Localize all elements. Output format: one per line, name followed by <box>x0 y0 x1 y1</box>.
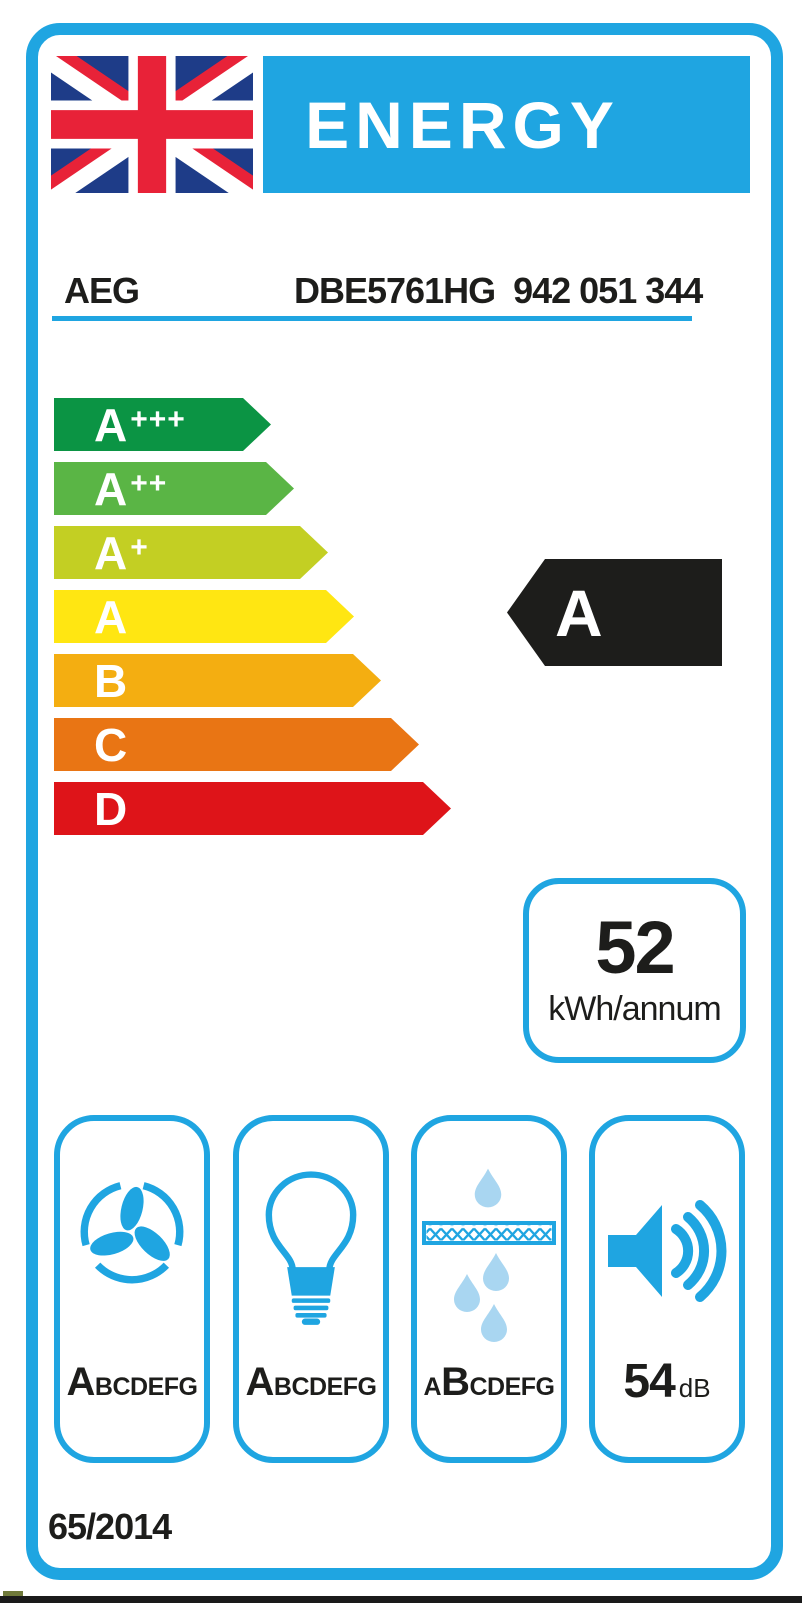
rating-arrow-C: C <box>54 718 419 771</box>
filter-drops-icon <box>422 1168 556 1342</box>
uk-flag-icon <box>51 56 253 193</box>
rating-suffix: ++ <box>130 466 168 500</box>
noise-level: 54 dB <box>595 1354 739 1409</box>
energy-consumption-unit: kWh/annum <box>548 990 721 1029</box>
metric-box-grease-filtering: A B CDEFG <box>411 1115 567 1463</box>
speaker-icon <box>608 1200 727 1302</box>
energy-consumption-value: 52 <box>595 906 675 990</box>
model-number: DBE5761HG 942 051 344 <box>294 270 703 311</box>
rating-arrow-A+: A + <box>54 526 328 579</box>
energy-consumption-box: 52 kWh/annum <box>523 878 746 1063</box>
rating-letter: B <box>94 654 128 707</box>
class-suffix: BCDEFG <box>273 1373 377 1401</box>
bulb-icon <box>265 1171 357 1325</box>
rating-letter: A <box>94 462 128 515</box>
rating-arrow-A: A <box>54 590 354 643</box>
rating-suffix: + <box>130 530 149 564</box>
energy-header-bar: ENERGY <box>263 56 750 193</box>
class-suffix: CDEFG <box>469 1373 555 1401</box>
rating-arrow-A++: A ++ <box>54 462 294 515</box>
selected-rating-letter: A <box>555 575 603 650</box>
scan-artifact <box>3 1591 23 1596</box>
class-suffix: BCDEFG <box>94 1373 198 1401</box>
class-big-letter: A <box>66 1360 96 1404</box>
metric-box-fan-efficiency: A BCDEFG <box>54 1115 210 1463</box>
class-big-letter: A <box>245 1360 275 1404</box>
fan-efficiency-class: A BCDEFG <box>60 1360 204 1405</box>
rating-suffix: +++ <box>130 402 186 436</box>
lighting-efficiency-class: A BCDEFG <box>239 1360 383 1405</box>
brand-name: AEG <box>64 270 140 311</box>
metric-box-lighting-efficiency: A BCDEFG <box>233 1115 389 1463</box>
rating-scale: A +++ A ++ A + A B C D <box>54 398 474 836</box>
rating-letter: A <box>94 398 128 451</box>
fan-icon <box>80 1182 184 1284</box>
rating-arrow-A+++: A +++ <box>54 398 271 451</box>
rating-letter: A <box>94 526 128 579</box>
rating-letter: A <box>94 590 128 643</box>
class-big-letter: B <box>441 1360 470 1404</box>
noise-value: 54 <box>623 1355 675 1408</box>
header-divider <box>52 316 692 321</box>
rating-letter: D <box>94 782 128 835</box>
metric-box-noise: 54 dB <box>589 1115 745 1463</box>
selected-rating-arrow: A <box>507 559 722 666</box>
energy-title: ENERGY <box>305 87 620 162</box>
grease-filtering-class: A B CDEFG <box>417 1360 561 1405</box>
rating-letter: C <box>94 718 128 771</box>
rating-arrow-D: D <box>54 782 451 835</box>
class-prefix: A <box>423 1373 442 1401</box>
regulation-reference: 65/2014 <box>48 1506 172 1547</box>
bottom-edge-strip <box>0 1596 802 1603</box>
noise-unit: dB <box>678 1373 711 1403</box>
rating-arrow-B: B <box>54 654 381 707</box>
